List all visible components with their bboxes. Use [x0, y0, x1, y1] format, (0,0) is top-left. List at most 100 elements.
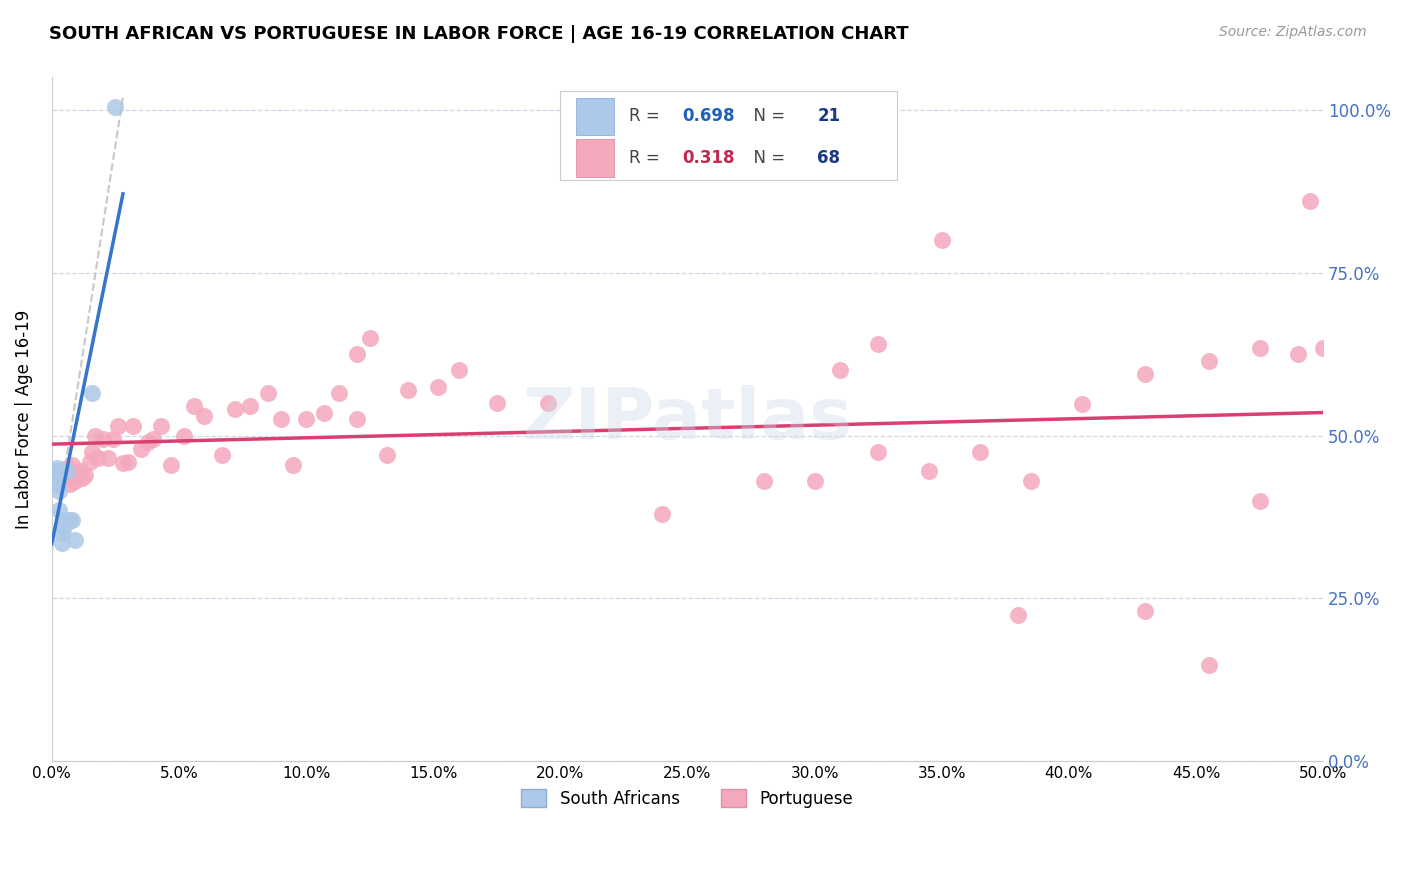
Text: Source: ZipAtlas.com: Source: ZipAtlas.com — [1219, 25, 1367, 39]
Point — [79, 454, 101, 468]
Point — [66, 467, 89, 482]
FancyBboxPatch shape — [575, 139, 613, 177]
Point — [1070, 397, 1092, 411]
Point — [270, 412, 292, 426]
Text: N =: N = — [744, 149, 790, 167]
Point — [63, 533, 86, 547]
Point — [651, 507, 673, 521]
Point — [312, 406, 335, 420]
Point — [45, 464, 67, 478]
Text: R =: R = — [628, 107, 665, 125]
Point — [48, 471, 70, 485]
Point — [193, 409, 215, 423]
Text: SOUTH AFRICAN VS PORTUGUESE IN LABOR FORCE | AGE 16-19 CORRELATION CHART: SOUTH AFRICAN VS PORTUGUESE IN LABOR FOR… — [49, 25, 908, 43]
Y-axis label: In Labor Force | Age 16-19: In Labor Force | Age 16-19 — [15, 310, 32, 529]
Point — [86, 451, 108, 466]
Point — [101, 432, 124, 446]
Point — [828, 363, 851, 377]
Point — [48, 483, 70, 498]
FancyBboxPatch shape — [575, 97, 613, 136]
Point — [346, 412, 368, 426]
Point — [1249, 341, 1271, 355]
Point — [931, 233, 953, 247]
Point — [295, 412, 318, 426]
Point — [752, 474, 775, 488]
Point — [63, 474, 86, 488]
Point — [224, 402, 246, 417]
Point — [53, 519, 76, 533]
Point — [1198, 657, 1220, 672]
Point — [173, 428, 195, 442]
Point — [1249, 493, 1271, 508]
Point — [51, 536, 73, 550]
Point — [91, 432, 114, 446]
Point — [56, 464, 79, 478]
Point — [377, 448, 399, 462]
FancyBboxPatch shape — [561, 91, 897, 180]
Point — [111, 456, 134, 470]
Point — [84, 428, 107, 442]
Point — [138, 435, 160, 450]
Point — [396, 383, 419, 397]
Text: R =: R = — [628, 149, 665, 167]
Point — [1312, 341, 1334, 355]
Point — [45, 471, 67, 485]
Point — [58, 513, 80, 527]
Point — [82, 445, 104, 459]
Point — [257, 386, 280, 401]
Text: 0.318: 0.318 — [682, 149, 735, 167]
Point — [107, 418, 129, 433]
Point — [283, 458, 305, 472]
Point — [447, 363, 470, 377]
Point — [536, 396, 558, 410]
Point — [142, 432, 165, 446]
Point — [53, 513, 76, 527]
Point — [45, 461, 67, 475]
Point — [427, 380, 450, 394]
Point — [56, 461, 79, 475]
Point — [82, 386, 104, 401]
Point — [44, 474, 66, 488]
Point — [918, 464, 941, 478]
Point — [44, 464, 66, 478]
Text: 68: 68 — [817, 149, 841, 167]
Point — [868, 337, 890, 351]
Point — [969, 445, 991, 459]
Point — [1019, 474, 1042, 488]
Point — [60, 458, 83, 472]
Point — [150, 418, 173, 433]
Point — [239, 399, 262, 413]
Point — [51, 519, 73, 533]
Text: N =: N = — [744, 107, 790, 125]
Point — [117, 454, 139, 468]
Point — [97, 451, 120, 466]
Point — [51, 526, 73, 541]
Point — [72, 471, 94, 485]
Point — [328, 386, 350, 401]
Point — [60, 513, 83, 527]
Point — [1133, 367, 1156, 381]
Point — [104, 100, 127, 114]
Point — [1299, 194, 1322, 208]
Point — [160, 458, 183, 472]
Point — [51, 464, 73, 478]
Point — [73, 467, 96, 482]
Point — [183, 399, 205, 413]
Point — [359, 331, 381, 345]
Point — [122, 418, 145, 433]
Point — [868, 445, 890, 459]
Point — [45, 477, 67, 491]
Text: 21: 21 — [817, 107, 841, 125]
Point — [48, 503, 70, 517]
Point — [53, 471, 76, 485]
Point — [58, 477, 80, 491]
Point — [44, 464, 66, 478]
Legend: South Africans, Portuguese: South Africans, Portuguese — [515, 783, 860, 814]
Point — [1133, 604, 1156, 618]
Point — [803, 474, 825, 488]
Point — [69, 464, 91, 478]
Point — [346, 347, 368, 361]
Point — [1286, 347, 1309, 361]
Text: 0.698: 0.698 — [682, 107, 735, 125]
Point — [1198, 353, 1220, 368]
